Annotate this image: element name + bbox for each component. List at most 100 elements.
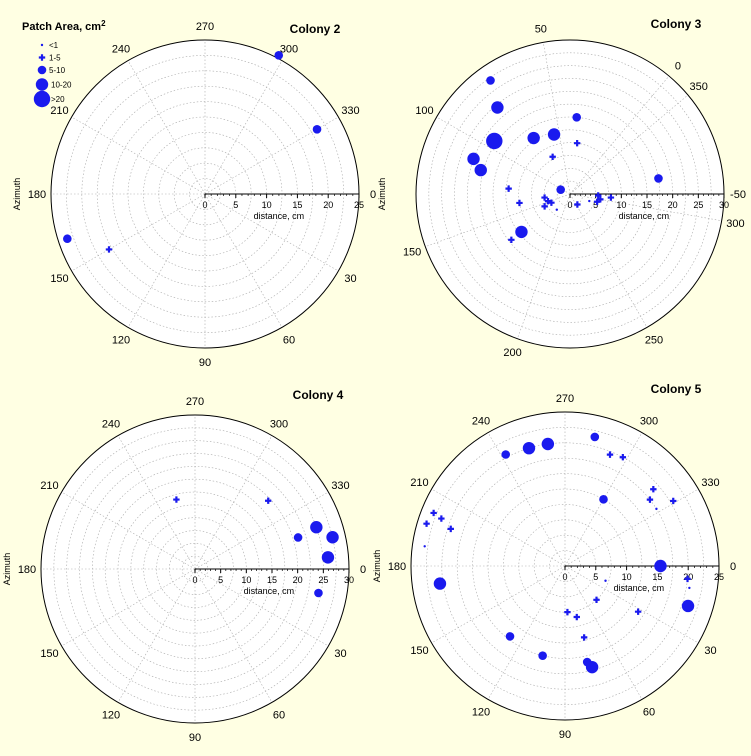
radial-tick-label: 5	[233, 200, 238, 210]
grid-spoke	[542, 42, 571, 195]
data-point	[558, 185, 561, 188]
data-point	[423, 520, 430, 527]
plot-title: Colony 3	[651, 17, 702, 31]
y-axis-label: Azimuth	[12, 178, 22, 211]
data-point	[580, 634, 588, 641]
angle-tick-label: 300	[726, 218, 744, 230]
data-point	[491, 101, 504, 114]
angle-tick-label: 0	[730, 561, 736, 573]
data-point	[505, 185, 512, 192]
angle-tick-label: 60	[273, 709, 285, 721]
legend-marker	[35, 78, 49, 91]
angle-tick-label: 270	[556, 393, 574, 405]
data-point	[544, 197, 552, 205]
radial-tick-label: 10	[262, 200, 272, 210]
data-point	[555, 208, 559, 211]
angle-tick-label: 300	[640, 416, 658, 428]
data-point	[486, 132, 503, 150]
angle-tick-label: 120	[102, 709, 120, 721]
data-point	[549, 153, 556, 160]
data-point	[573, 139, 581, 147]
data-point	[654, 174, 663, 183]
grid-spoke	[117, 435, 196, 570]
angle-tick-label: 60	[643, 706, 655, 718]
data-point	[541, 203, 548, 210]
angle-tick-label: 120	[472, 706, 490, 718]
angle-tick-label: 30	[344, 273, 356, 285]
angle-tick-label: 150	[40, 648, 58, 660]
data-point	[527, 131, 540, 145]
angle-tick-label: 150	[410, 645, 428, 657]
grid-spoke	[71, 193, 206, 272]
data-point	[105, 246, 113, 253]
y-axis-label: Azimuth	[372, 550, 382, 583]
data-point	[688, 586, 691, 590]
x-axis-label: distance, cm	[244, 586, 295, 596]
angle-tick-label: 210	[50, 105, 68, 117]
legend-marker	[37, 65, 47, 75]
data-point	[508, 236, 515, 244]
grid-spoke	[194, 435, 273, 570]
x-axis-label: distance, cm	[619, 211, 670, 221]
angle-tick-label: 210	[410, 477, 428, 489]
angle-tick-label: 0	[675, 60, 681, 72]
radial-tick-label: 15	[652, 572, 662, 582]
data-point	[593, 596, 600, 603]
radial-tick-label: 25	[714, 572, 724, 582]
plot-title: Colony 2	[290, 22, 341, 36]
legend-title: Patch Area, cm2	[22, 19, 106, 33]
legend-label: 1-5	[49, 54, 61, 63]
grid-spoke	[569, 193, 648, 328]
grid-spoke	[517, 193, 571, 339]
data-point	[522, 441, 536, 455]
data-point	[486, 76, 495, 85]
radial-tick-label: 15	[642, 200, 652, 210]
data-point	[593, 198, 601, 205]
radial-tick-label: 10	[616, 200, 626, 210]
angle-tick-label: 90	[559, 729, 571, 741]
legend-label: 5-10	[49, 66, 66, 75]
data-point	[63, 234, 72, 244]
data-point	[572, 112, 582, 122]
y-axis-label: Azimuth	[2, 553, 12, 586]
radial-tick-label: 5	[593, 200, 598, 210]
data-point	[654, 559, 667, 573]
angle-tick-label: 150	[403, 246, 421, 258]
x-axis-label: distance, cm	[614, 583, 665, 593]
grid-spoke	[564, 565, 699, 644]
radial-tick-label: 0	[192, 575, 197, 585]
data-point	[541, 194, 548, 201]
grid-spoke	[204, 116, 339, 195]
y-axis-label: Azimuth	[377, 178, 387, 211]
data-point	[438, 515, 445, 522]
grid-spoke	[204, 193, 339, 272]
data-point	[547, 128, 561, 141]
data-point	[467, 152, 480, 166]
data-point	[590, 432, 600, 442]
grid-spoke	[564, 565, 643, 700]
data-point	[556, 185, 565, 194]
data-point	[265, 497, 272, 504]
angle-tick-label: 100	[415, 105, 433, 117]
data-point	[505, 632, 515, 641]
grid-spoke	[487, 565, 566, 700]
data-point	[326, 531, 339, 544]
legend-label: 10-20	[51, 81, 72, 90]
angle-tick-label: 330	[341, 105, 359, 117]
angle-tick-label: 240	[102, 419, 120, 431]
legend-marker	[38, 54, 46, 61]
data-point	[274, 51, 284, 60]
data-point	[538, 651, 547, 660]
data-point	[447, 525, 454, 533]
plot-title: Colony 4	[293, 388, 344, 402]
data-point	[293, 533, 303, 542]
data-point	[516, 199, 523, 207]
radial-tick-label: 20	[668, 200, 678, 210]
legend-label: <1	[49, 41, 59, 50]
grid-spoke	[194, 491, 329, 570]
data-point	[655, 507, 658, 511]
